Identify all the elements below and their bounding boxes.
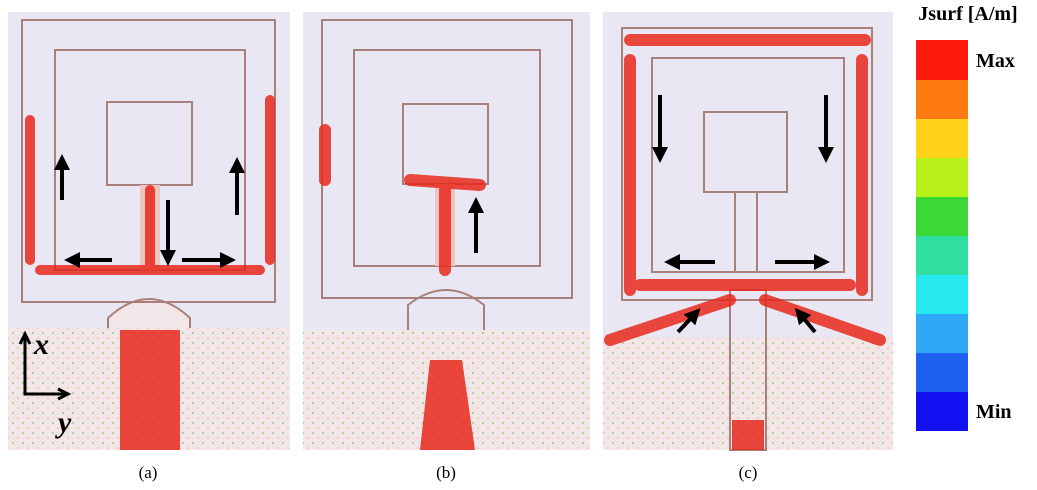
legend-title: Jsurf [A/m] [918, 3, 1017, 25]
panel-label: (a) [139, 463, 158, 482]
legend-min: Min [976, 401, 1012, 423]
figure: x y (a) (b) (c) Jsur [0, 0, 1037, 490]
axis-label: y [55, 406, 72, 439]
panel-c [603, 12, 893, 450]
panel-b [303, 12, 590, 450]
legend-max: Max [976, 50, 1015, 72]
panel-label: (b) [436, 463, 456, 482]
color-legend: Jsurf [A/m] Max Min [916, 3, 1018, 431]
axis-label: x [33, 328, 49, 361]
panel-a: x y [8, 12, 290, 450]
panel-label: (c) [739, 463, 758, 482]
